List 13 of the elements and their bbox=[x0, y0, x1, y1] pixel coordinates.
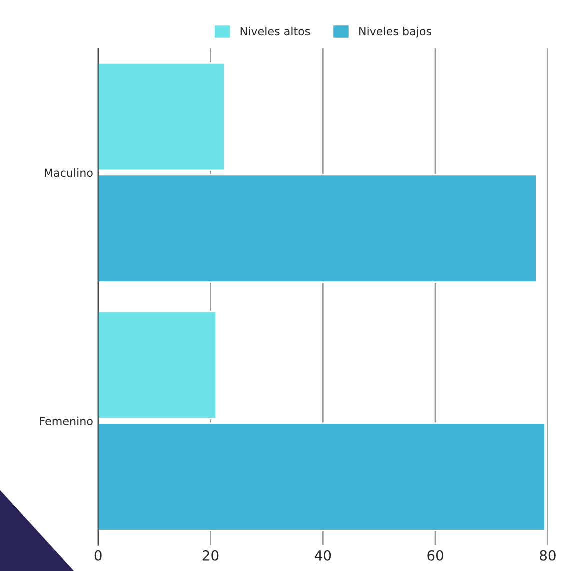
bar bbox=[98, 62, 226, 172]
bar bbox=[98, 310, 218, 420]
y-tick-label: Maculino bbox=[45, 168, 93, 178]
x-tick-label: 40 bbox=[314, 550, 332, 561]
x-tick-label: 60 bbox=[428, 550, 444, 561]
bar bbox=[98, 174, 538, 283]
y-tick-label: Femenino bbox=[40, 416, 93, 426]
x-tick-label: 80 bbox=[540, 550, 556, 561]
legend-label: Niveles altos bbox=[240, 26, 310, 36]
x-tick-label: 0 bbox=[94, 550, 102, 561]
legend-label: Niveles bajos bbox=[360, 26, 432, 38]
bar bbox=[98, 422, 546, 532]
x-tick-label: 20 bbox=[202, 550, 219, 561]
